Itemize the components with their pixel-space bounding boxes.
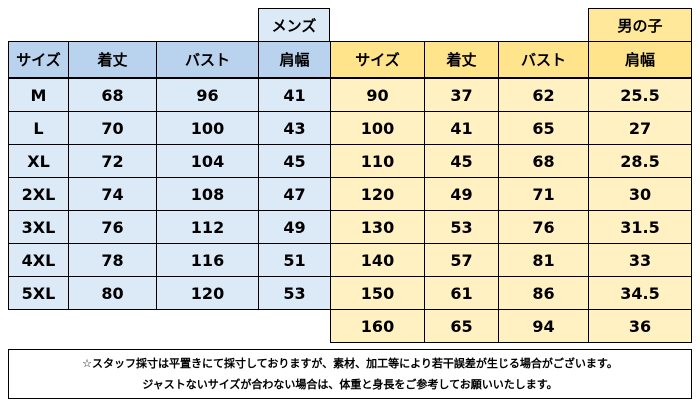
- boys-cell: 36: [588, 309, 692, 343]
- boys-cell: 71: [498, 177, 589, 211]
- mens-cell: 72: [68, 144, 157, 178]
- mens-cell: 96: [156, 78, 259, 112]
- boys-header-1: 着丈: [424, 41, 499, 78]
- boys-cell: 27: [588, 111, 692, 145]
- boys-cell: 33: [588, 243, 692, 277]
- boys-cell: 81: [498, 243, 589, 277]
- mens-cell: 51: [258, 243, 331, 277]
- boys-cell: 76: [498, 210, 589, 244]
- mens-cell: 47: [258, 177, 331, 211]
- boys-header-2: バスト: [498, 41, 589, 78]
- mens-cell: 2XL: [8, 177, 69, 211]
- boys-cell: 30: [588, 177, 692, 211]
- note-line-2: ジャストないサイズが合わない場合は、体重と身長をご参考してお願いいたします。: [142, 378, 558, 391]
- mens-cell: 76: [68, 210, 157, 244]
- boys-table-tag: 男の子: [588, 8, 692, 42]
- mens-cell: 78: [68, 243, 157, 277]
- boys-cell: 53: [424, 210, 499, 244]
- boys-cell: 90: [330, 78, 425, 112]
- mens-cell: 100: [156, 111, 259, 145]
- boys-cell: 120: [330, 177, 425, 211]
- boys-cell: 130: [330, 210, 425, 244]
- boys-cell: 150: [330, 276, 425, 310]
- mens-cell: L: [8, 111, 69, 145]
- mens-cell: 45: [258, 144, 331, 178]
- boys-cell: 94: [498, 309, 589, 343]
- boys-cell: 41: [424, 111, 499, 145]
- mens-cell: XL: [8, 144, 69, 178]
- mens-header-1: 着丈: [68, 41, 157, 78]
- note-line-1: ☆スタッフ採寸は平置きにて採寸しておりますが、素材、加工等により若干誤差が生じる…: [82, 357, 618, 370]
- mens-cell: 49: [258, 210, 331, 244]
- boys-header-3: 肩幅: [588, 41, 692, 78]
- boys-cell: 31.5: [588, 210, 692, 244]
- boys-cell: 65: [498, 111, 589, 145]
- mens-cell: 80: [68, 276, 157, 310]
- mens-cell: 5XL: [8, 276, 69, 310]
- boys-cell: 110: [330, 144, 425, 178]
- mens-cell: 43: [258, 111, 331, 145]
- mens-cell: 4XL: [8, 243, 69, 277]
- boys-cell: 57: [424, 243, 499, 277]
- mens-cell: 53: [258, 276, 331, 310]
- boys-cell: 61: [424, 276, 499, 310]
- boys-cell: 65: [424, 309, 499, 343]
- mens-header-0: サイズ: [8, 41, 69, 78]
- notes-box: ☆スタッフ採寸は平置きにて採寸しておりますが、素材、加工等により若干誤差が生じる…: [8, 349, 692, 399]
- boys-cell: 28.5: [588, 144, 692, 178]
- mens-cell: M: [8, 78, 69, 112]
- mens-cell: 108: [156, 177, 259, 211]
- boys-cell: 25.5: [588, 78, 692, 112]
- boys-cell: 62: [498, 78, 589, 112]
- boys-cell: 100: [330, 111, 425, 145]
- mens-header-2: バスト: [156, 41, 259, 78]
- mens-cell: 104: [156, 144, 259, 178]
- mens-cell: 74: [68, 177, 157, 211]
- mens-cell: 68: [68, 78, 157, 112]
- mens-cell: 120: [156, 276, 259, 310]
- boys-cell: 86: [498, 276, 589, 310]
- mens-cell: 116: [156, 243, 259, 277]
- mens-cell: 41: [258, 78, 331, 112]
- boys-cell: 140: [330, 243, 425, 277]
- boys-cell: 37: [424, 78, 499, 112]
- boys-cell: 160: [330, 309, 425, 343]
- boys-cell: 34.5: [588, 276, 692, 310]
- mens-cell: 3XL: [8, 210, 69, 244]
- boys-cell: 49: [424, 177, 499, 211]
- boys-cell: 68: [498, 144, 589, 178]
- mens-cell: 70: [68, 111, 157, 145]
- boys-header-0: サイズ: [330, 41, 425, 78]
- mens-table-tag: メンズ: [258, 8, 330, 42]
- mens-cell: 112: [156, 210, 259, 244]
- mens-header-3: 肩幅: [258, 41, 331, 78]
- boys-cell: 45: [424, 144, 499, 178]
